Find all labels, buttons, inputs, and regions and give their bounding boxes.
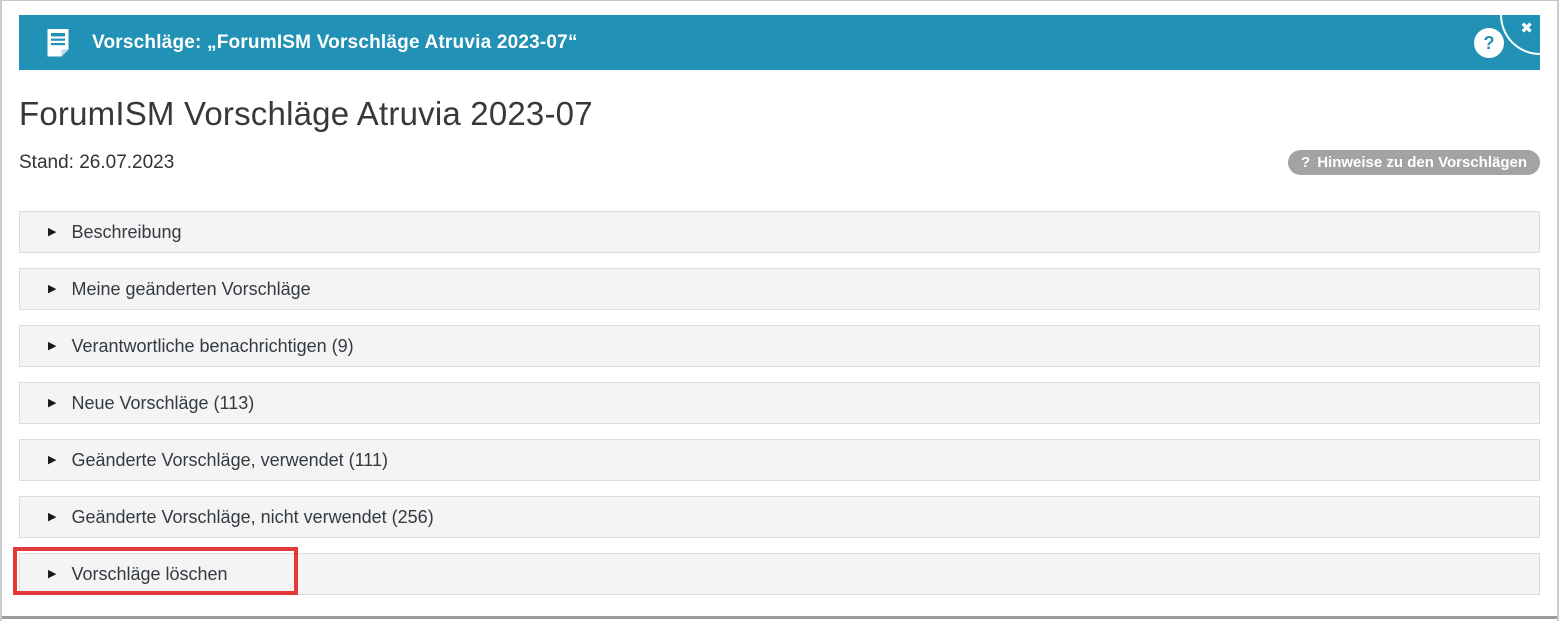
accordion-item-label: Geänderte Vorschläge, nicht verwendet (2… [71, 506, 434, 527]
accordion-item-label: Meine geänderten Vorschläge [71, 278, 311, 299]
accordion-item-label: Vorschläge löschen [71, 563, 228, 584]
accordion-item-label: Geänderte Vorschläge, verwendet (111) [71, 449, 388, 470]
hints-button[interactable]: ? Hinweise zu den Vorschlägen [1288, 150, 1540, 175]
chevron-right-icon: ▶ [48, 339, 57, 352]
close-icon: ✖ [1520, 20, 1533, 37]
stand-date-label: Stand: 26.07.2023 [19, 151, 175, 173]
dialog-title: Vorschläge: „ForumISM Vorschläge Atruvia… [92, 31, 578, 53]
hints-button-label: Hinweise zu den Vorschlägen [1317, 154, 1527, 171]
document-icon [47, 29, 69, 57]
accordion-item[interactable]: ▶ Geänderte Vorschläge, nicht verwendet (… [19, 496, 1540, 538]
page-title: ForumISM Vorschläge Atruvia 2023-07 [19, 95, 593, 132]
question-mark-icon: ? [1301, 154, 1311, 171]
accordion-item[interactable]: ▶ Neue Vorschläge (113) [19, 382, 1540, 424]
accordion-item[interactable]: ▶ Meine geänderten Vorschläge [19, 268, 1540, 310]
chevron-right-icon: ▶ [48, 396, 57, 409]
meta-row: Stand: 26.07.2023 ? Hinweise zu den Vors… [19, 150, 1540, 175]
chevron-right-icon: ▶ [48, 225, 57, 238]
chevron-right-icon: ▶ [48, 567, 57, 580]
chevron-right-icon: ▶ [48, 453, 57, 466]
accordion-item[interactable]: ▶ Vorschläge löschen [13, 547, 1540, 595]
accordion-item-label: Beschreibung [71, 221, 182, 242]
accordion-list: ▶ Beschreibung ▶ Meine geänderten Vorschläg… [13, 211, 1540, 595]
chevron-right-icon: ▶ [48, 282, 57, 295]
accordion-item[interactable]: ▶ Verantwortliche benachrichtigen (9) [19, 325, 1540, 367]
chevron-right-icon: ▶ [48, 510, 57, 523]
accordion-item[interactable]: ▶ Geänderte Vorschläge, verwendet (111) [19, 439, 1540, 481]
dialog-header-bar: Vorschläge: „ForumISM Vorschläge Atruvia… [19, 15, 1540, 70]
help-button[interactable]: ? [1474, 27, 1504, 58]
accordion-item-label: Verantwortliche benachrichtigen (9) [71, 335, 354, 356]
close-button[interactable]: ✖ [1498, 15, 1540, 57]
dialog-content: ForumISM Vorschläge Atruvia 2023-07 Stan… [13, 70, 1540, 610]
accordion-item-label: Neue Vorschläge (113) [71, 392, 255, 413]
accordion-item[interactable]: ▶ Beschreibung [19, 211, 1540, 253]
window-bottom-border [2, 616, 1557, 619]
